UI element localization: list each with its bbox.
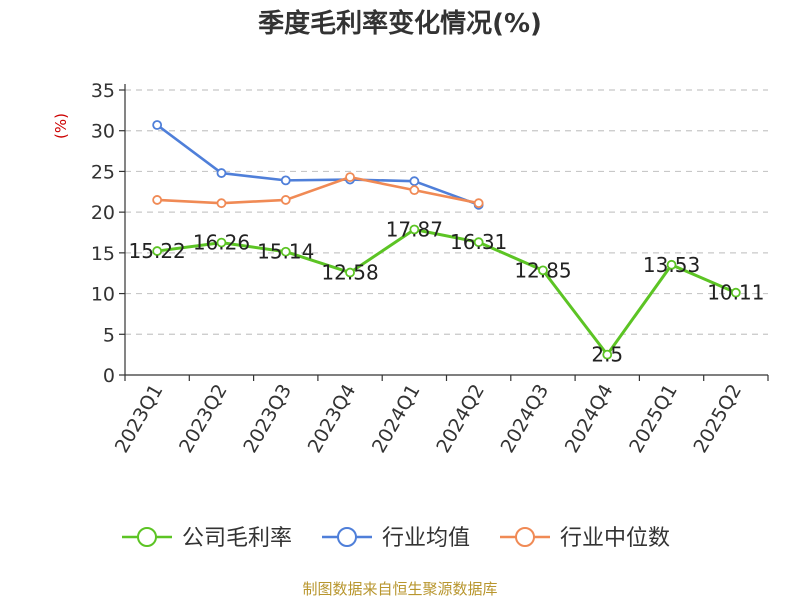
data-point — [216, 168, 227, 178]
data-point — [280, 246, 291, 257]
legend-label: 公司毛利率 — [182, 526, 292, 551]
data-label: 16.26 — [193, 231, 250, 255]
data-point — [280, 175, 291, 186]
data-label: 12.85 — [514, 258, 571, 282]
x-tick-label: 2024Q1 — [368, 381, 425, 457]
series-line — [157, 175, 479, 205]
y-tick-label: 35 — [91, 80, 115, 102]
x-tick-label: 2023Q3 — [239, 381, 296, 457]
y-tick-label: 10 — [91, 284, 115, 306]
y-tick-label: 0 — [103, 365, 115, 387]
x-tick-label: 2024Q2 — [432, 381, 489, 457]
y-tick-label: 15 — [91, 243, 115, 265]
series — [152, 120, 741, 360]
data-label: 2.5 — [591, 343, 623, 367]
legend-label: 行业中位数 — [560, 526, 670, 551]
data-label: 15.22 — [129, 239, 186, 263]
data-point — [409, 176, 420, 187]
data-point — [602, 349, 613, 360]
data-label: 16.31 — [450, 230, 507, 254]
data-point — [152, 195, 163, 205]
data-point — [409, 224, 420, 235]
x-tick-label: 2024Q3 — [497, 381, 554, 457]
data-point — [730, 287, 741, 298]
data-point — [216, 198, 227, 209]
data-label: 10.11 — [707, 281, 764, 305]
y-axis-label: (%) — [52, 113, 70, 139]
data-point — [152, 246, 163, 256]
series-line — [156, 123, 480, 207]
x-tick-label: 2023Q1 — [111, 381, 168, 457]
y-tick-label: 5 — [103, 324, 115, 346]
legend-marker — [337, 527, 357, 547]
legend-marker — [515, 527, 535, 547]
data-point — [473, 198, 484, 209]
series-line — [156, 227, 737, 357]
data-point — [538, 265, 548, 276]
legend-label: 行业均值 — [382, 526, 470, 551]
data-label: 15.14 — [257, 240, 314, 264]
y-tick-label: 20 — [91, 202, 115, 224]
y-tick-label: 25 — [91, 161, 115, 183]
legend: 公司毛利率 行业均值 行业中位数 — [122, 526, 670, 551]
gridlines — [125, 89, 768, 335]
x-tick-label: 2023Q4 — [304, 381, 361, 457]
x-tick-label: 2025Q2 — [689, 381, 746, 457]
chart-title: 季度毛利率变化情况(%) — [258, 8, 542, 39]
y-tick-label: 30 — [91, 121, 115, 143]
data-point — [216, 237, 227, 248]
data-point — [666, 259, 677, 270]
data-point — [473, 237, 484, 248]
x-tick-label: 2025Q1 — [625, 381, 682, 457]
data-label: 13.53 — [643, 253, 700, 277]
data-point — [345, 267, 355, 278]
legend-marker — [137, 527, 157, 547]
data-label: 17.87 — [386, 217, 443, 241]
data-label: 12.58 — [321, 261, 378, 285]
data-point — [409, 185, 420, 196]
x-tick-label: 2023Q2 — [175, 381, 232, 457]
source-note: 制图数据来自恒生聚源数据库 — [302, 580, 497, 598]
data-point — [152, 120, 163, 130]
data-labels: 15.22 16.26 15.14 12.58 17.87 16.31 12.85 2.5 13… — [129, 217, 765, 366]
x-tick-label: 2024Q4 — [561, 381, 618, 457]
data-point — [345, 172, 355, 183]
data-point — [280, 195, 291, 205]
